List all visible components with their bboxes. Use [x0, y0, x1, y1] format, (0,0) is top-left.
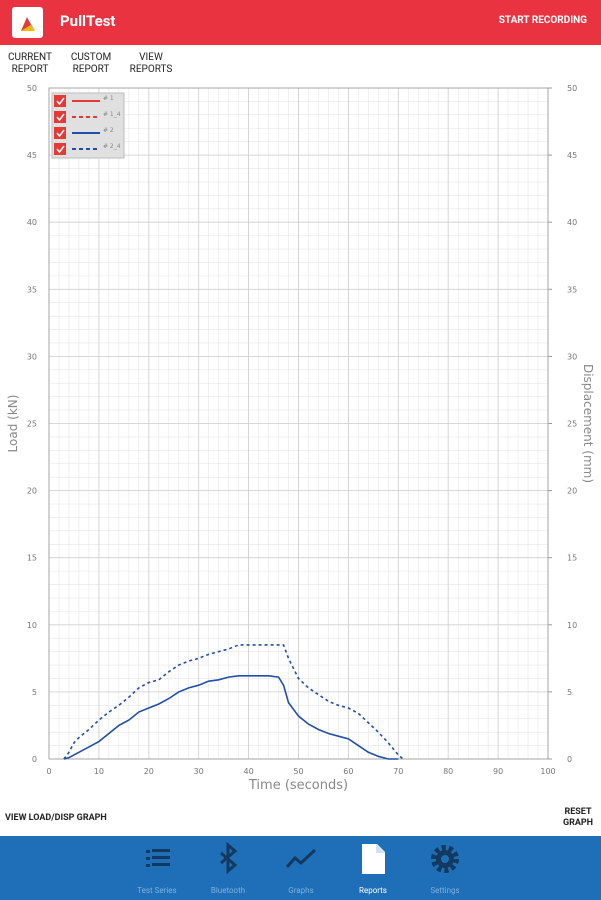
x-tick-label: 20 — [144, 767, 154, 776]
y2-tick-label: 25 — [567, 420, 577, 429]
y2-tick-label: 35 — [567, 285, 577, 294]
view-graph-button[interactable]: VIEW LOAD/DISP GRAPH — [5, 813, 107, 823]
legend-checkbox[interactable] — [54, 95, 66, 107]
y-tick-label: 25 — [27, 420, 37, 429]
y2-tick-label: 15 — [567, 554, 577, 563]
check-mark — [56, 129, 65, 138]
nav-item[interactable]: Bluetooth — [188, 836, 268, 900]
x-tick-label: 40 — [244, 767, 254, 776]
x-axis-label: Time (seconds) — [248, 778, 348, 793]
y-tick-label: 0 — [32, 755, 37, 764]
plot-frame — [48, 87, 549, 760]
x-tick-label: 0 — [46, 767, 51, 776]
legend-checkbox[interactable] — [54, 127, 66, 139]
chart: 0 5 10 15 20 25 30 35 40 45 50 0 5 10 15 20 25 30 35 40 45 50… — [6, 84, 595, 793]
y2-tick-label: 50 — [567, 84, 577, 93]
tab[interactable]: CURRENT REPORT — [8, 52, 52, 75]
series-line — [63, 674, 399, 760]
nav-icon — [146, 849, 170, 867]
y-axis-label: Load (kN) — [6, 395, 20, 453]
x-tick-label: 80 — [443, 767, 453, 776]
nav-item[interactable]: Test Series — [117, 836, 197, 900]
y-tick-label: 10 — [27, 621, 37, 630]
tab[interactable]: VIEW REPORTS — [129, 52, 173, 75]
app-title: PullTest — [60, 12, 116, 30]
bottom-nav: Test Series Bluetooth Graphs Reports Set… — [0, 836, 601, 900]
y-tick-label: 30 — [27, 352, 37, 361]
nav-icon — [220, 841, 238, 875]
y-tick-label: 5 — [32, 688, 37, 697]
y2-tick-label: 5 — [567, 688, 572, 697]
y-tick-label: 20 — [27, 487, 37, 496]
legend-checkbox[interactable] — [54, 143, 66, 155]
nav-item[interactable]: Reports — [333, 836, 413, 900]
nav-icon — [285, 848, 317, 868]
legend-label: # 2_4 — [103, 143, 121, 150]
legend-label: # 1 — [103, 95, 114, 102]
y2-tick-label: 20 — [567, 487, 577, 496]
y2-tick-label: 10 — [567, 621, 577, 630]
x-tick-label: 70 — [393, 767, 403, 776]
y2-axis-label: Displacement (mm) — [581, 364, 595, 483]
nav-label: Settings — [430, 886, 460, 895]
y2-tick-label: 45 — [567, 151, 577, 160]
nav-icon — [431, 845, 459, 873]
y-tick-label: 40 — [27, 218, 37, 227]
legend-label: # 2 — [103, 127, 114, 134]
legend-checkbox[interactable] — [54, 111, 66, 123]
legend-label: # 1_4 — [103, 111, 121, 118]
y-tick-label: 35 — [27, 285, 37, 294]
series-line — [63, 644, 404, 760]
y2-tick-label: 30 — [567, 352, 577, 361]
nav-icon — [362, 844, 385, 874]
y2-tick-label: 0 — [567, 755, 572, 764]
y2-tick-label: 40 — [567, 218, 577, 227]
nav-label: Bluetooth — [210, 886, 246, 895]
x-tick-label: 30 — [194, 767, 204, 776]
x-tick-label: 50 — [293, 767, 303, 776]
x-tick-label: 90 — [493, 767, 503, 776]
x-tick-label: 10 — [94, 767, 104, 776]
check-mark — [56, 145, 65, 154]
check-mark — [56, 113, 65, 122]
nav-item[interactable]: Settings — [405, 836, 485, 900]
app-bar: PullTest START RECORDING — [0, 0, 601, 45]
y-tick-label: 50 — [27, 84, 37, 93]
reset-graph-button[interactable]: RESET GRAPH — [562, 807, 594, 828]
start-recording-button[interactable]: START RECORDING — [498, 15, 587, 26]
x-tick-label: 60 — [343, 767, 353, 776]
tab[interactable]: CUSTOM REPORT — [70, 52, 112, 75]
check-mark — [56, 97, 65, 106]
y-tick-label: 15 — [27, 554, 37, 563]
nav-item[interactable]: Graphs — [261, 836, 341, 900]
logo-icon — [21, 17, 35, 31]
nav-label: Reports — [359, 886, 387, 895]
nav-label: Graphs — [288, 886, 314, 895]
x-tick-label: 100 — [540, 767, 555, 776]
nav-label: Test Series — [137, 886, 177, 895]
y-tick-label: 45 — [27, 151, 37, 160]
app-logo — [12, 7, 43, 38]
